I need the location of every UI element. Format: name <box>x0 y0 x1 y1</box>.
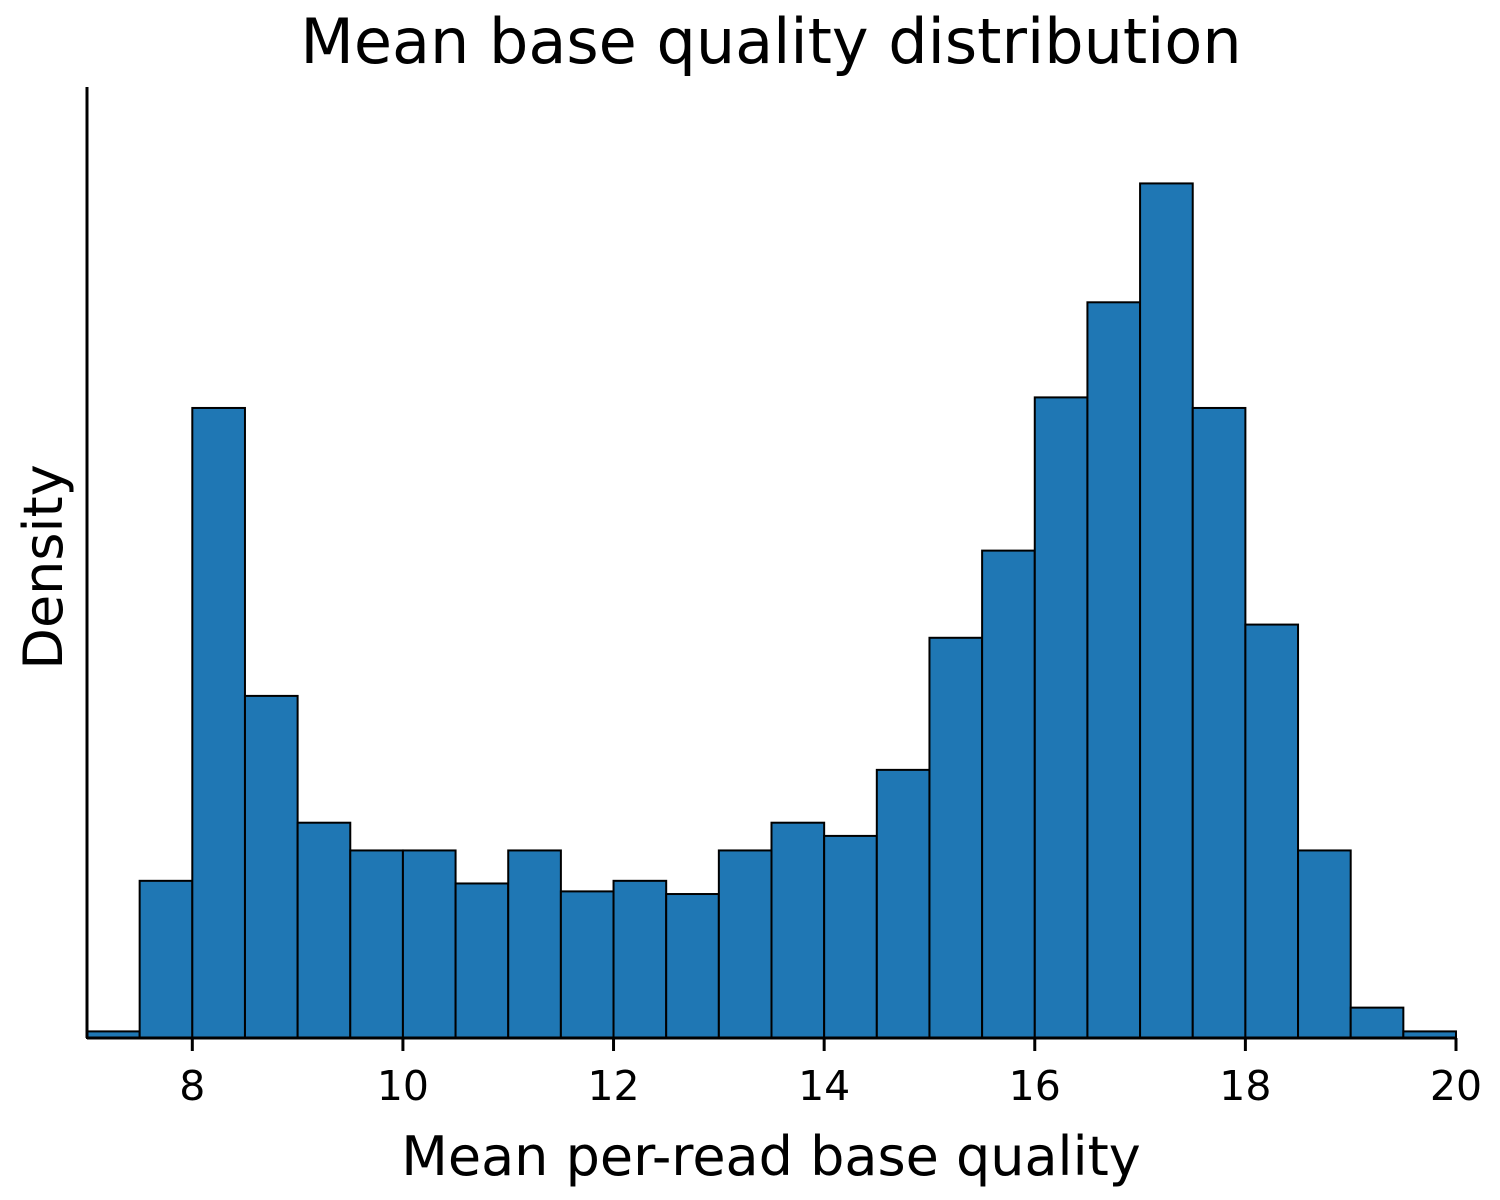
histogram-bar <box>1191 406 1247 1039</box>
histogram-bar <box>454 882 510 1040</box>
histogram-bar <box>1297 849 1352 1039</box>
histogram-bar <box>823 834 878 1039</box>
histogram-bar <box>717 849 773 1039</box>
histogram-bar <box>1086 301 1142 1039</box>
chart-title: Mean base quality distribution <box>300 5 1241 78</box>
y-axis-label: Density <box>12 464 75 669</box>
x-tick-label: 16 <box>1009 1062 1061 1110</box>
histogram-bar <box>1033 396 1089 1040</box>
histogram-bar <box>191 406 246 1039</box>
histogram-bar <box>507 849 562 1039</box>
histogram-bar <box>875 768 931 1040</box>
histogram-bar <box>559 890 615 1040</box>
x-tick-label: 14 <box>798 1062 850 1110</box>
x-tick-label: 8 <box>179 1062 205 1110</box>
histogram-bar <box>296 821 352 1039</box>
x-tick-label: 12 <box>587 1062 639 1110</box>
histogram-bar <box>770 821 826 1039</box>
x-tick-label: 18 <box>1219 1062 1271 1110</box>
histogram-bar <box>1139 182 1194 1039</box>
histogram-bar <box>1349 1006 1405 1040</box>
x-tick-label: 10 <box>377 1062 429 1110</box>
histogram-bar <box>928 636 984 1039</box>
histogram-bar <box>401 849 457 1039</box>
x-axis-label: Mean per-read base quality <box>401 1125 1140 1188</box>
x-tick-label: 20 <box>1430 1062 1482 1110</box>
histogram-bar <box>665 893 720 1040</box>
histogram-bar <box>1244 623 1300 1039</box>
histogram-bar <box>349 849 404 1039</box>
histogram-bar <box>981 549 1036 1039</box>
histogram-bar <box>243 694 299 1039</box>
histogram-bar <box>138 879 194 1040</box>
histogram-bar <box>612 879 668 1040</box>
x-ticks-group: 8 10 12 14 16 18 20 <box>179 1038 1482 1110</box>
bars-group <box>86 182 1458 1040</box>
